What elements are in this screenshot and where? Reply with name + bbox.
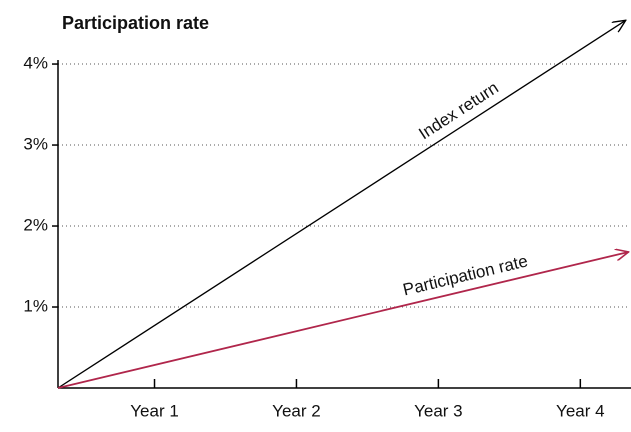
series-line [57,252,629,389]
y-tick-label: 4% [23,54,48,73]
y-tick-label: 3% [23,135,48,154]
x-tick-label: Year 1 [130,401,179,420]
x-tick-label: Year 2 [272,401,321,420]
series-label: Participation rate [401,251,530,299]
y-tick-label: 1% [23,296,48,315]
x-tick-label: Year 4 [556,401,605,420]
series-label: Index return [415,78,501,143]
y-tick-label: 2% [23,216,48,235]
series-line [57,20,626,389]
chart-title: Participation rate [62,13,209,33]
x-tick-label: Year 3 [414,401,463,420]
